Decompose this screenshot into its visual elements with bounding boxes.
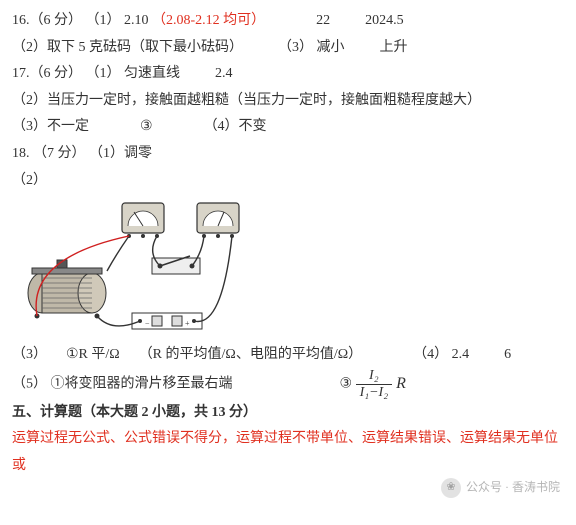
q17-p2: （2）当压力一定时，接触面越粗糙（当压力一定时，接触面粗糙程度越大） xyxy=(12,93,481,108)
q18-line4: （5） ①将变阻器的滑片移至最右端 ③ I₂ I₁−I₂ R xyxy=(12,369,564,400)
q18-p4-label: （4） xyxy=(413,347,448,362)
q16-p1-v3: 22 xyxy=(316,13,330,28)
q16-p1-v2: （2.08-2.12 均可） xyxy=(152,13,265,28)
q16-p3-label: （3） xyxy=(278,40,313,55)
q18-p3-paren: （R 的平均值/Ω、电阻的平均值/Ω） xyxy=(139,347,362,362)
q18-p5-circle: ③ xyxy=(340,376,353,391)
q18-p4-v1: 2.4 xyxy=(452,347,470,362)
q16-line1: 16.（6 分） （1） 2.10 （2.08-2.12 均可） 22 2024… xyxy=(12,8,564,35)
svg-text:−: − xyxy=(145,319,150,328)
q18-line3: （3） ①R 平/Ω （R 的平均值/Ω、电阻的平均值/Ω） （4） 2.4 6 xyxy=(12,342,564,369)
q16-p1-v4: 2024.5 xyxy=(365,13,404,28)
q18-p4-v2: 6 xyxy=(504,347,511,362)
battery-icon: − + xyxy=(132,313,202,329)
q18-p3-v1: ①R 平/Ω xyxy=(66,347,120,362)
watermark: ❀ 公众号 · 香涛书院 xyxy=(441,476,560,499)
q16-p1-v1: 2.10 xyxy=(124,13,149,28)
q18-line2: （2） xyxy=(12,168,564,195)
q17-p3: （3）不一定 xyxy=(12,119,89,134)
q17-line1: 17.（6 分） （1） 匀速直线 2.4 xyxy=(12,61,564,88)
svg-text:+: + xyxy=(185,319,190,328)
q17-p1-label: （1） xyxy=(86,66,121,81)
formula-den: I₁−I₂ xyxy=(356,384,393,400)
q17-line3: （3）不一定 ③ （4）不变 xyxy=(12,114,564,141)
formula-num: I₂ xyxy=(365,369,383,384)
q17-p1-v2: 2.4 xyxy=(215,66,233,81)
section5-note: 运算过程无公式、公式错误不得分，运算过程不带单位、运算结果错误、运算结果无单位或 xyxy=(12,426,564,479)
q17-p4: （4）不变 xyxy=(204,119,267,134)
q16-p2: （2）取下 5 克砝码（取下最小砝码） xyxy=(12,40,243,55)
q18-p3-label: （3） xyxy=(12,347,47,362)
q16-p1-label: （1） xyxy=(86,13,121,28)
circuit-diagram: − + xyxy=(22,198,272,338)
q17-p3-circle: ③ xyxy=(140,119,153,134)
q16-p3-v1: 减小 xyxy=(317,40,345,55)
q17-line2: （2）当压力一定时，接触面越粗糙（当压力一定时，接触面粗糙程度越大） xyxy=(12,88,564,115)
q18-line1: 18. （7 分） （1）调零 xyxy=(12,141,564,168)
q16-header: 16.（6 分） xyxy=(12,13,82,28)
q18-p5-v1: ①将变阻器的滑片移至最右端 xyxy=(51,376,233,391)
q18-p5-label: （5） xyxy=(12,376,47,391)
formula-r: R xyxy=(396,369,406,399)
watermark-text: 公众号 · 香涛书院 xyxy=(466,476,560,499)
ammeter-1-icon xyxy=(122,203,164,238)
q16-line2: （2）取下 5 克砝码（取下最小砝码） （3） 减小 上升 xyxy=(12,35,564,62)
q17-p1-v1: 匀速直线 xyxy=(124,66,180,81)
q18-p2-label: （2） xyxy=(12,173,47,188)
q18-header: 18. （7 分） xyxy=(12,146,86,161)
section5-title: 五、计算题（本大题 2 小题，共 13 分） xyxy=(12,400,564,427)
watermark-icon: ❀ xyxy=(441,478,461,498)
ammeter-2-icon xyxy=(197,203,239,238)
q18-p1: （1）调零 xyxy=(89,146,152,161)
q17-header: 17.（6 分） xyxy=(12,66,82,81)
formula: I₂ I₁−I₂ R xyxy=(356,369,406,400)
q16-p3-v2: 上升 xyxy=(380,40,408,55)
